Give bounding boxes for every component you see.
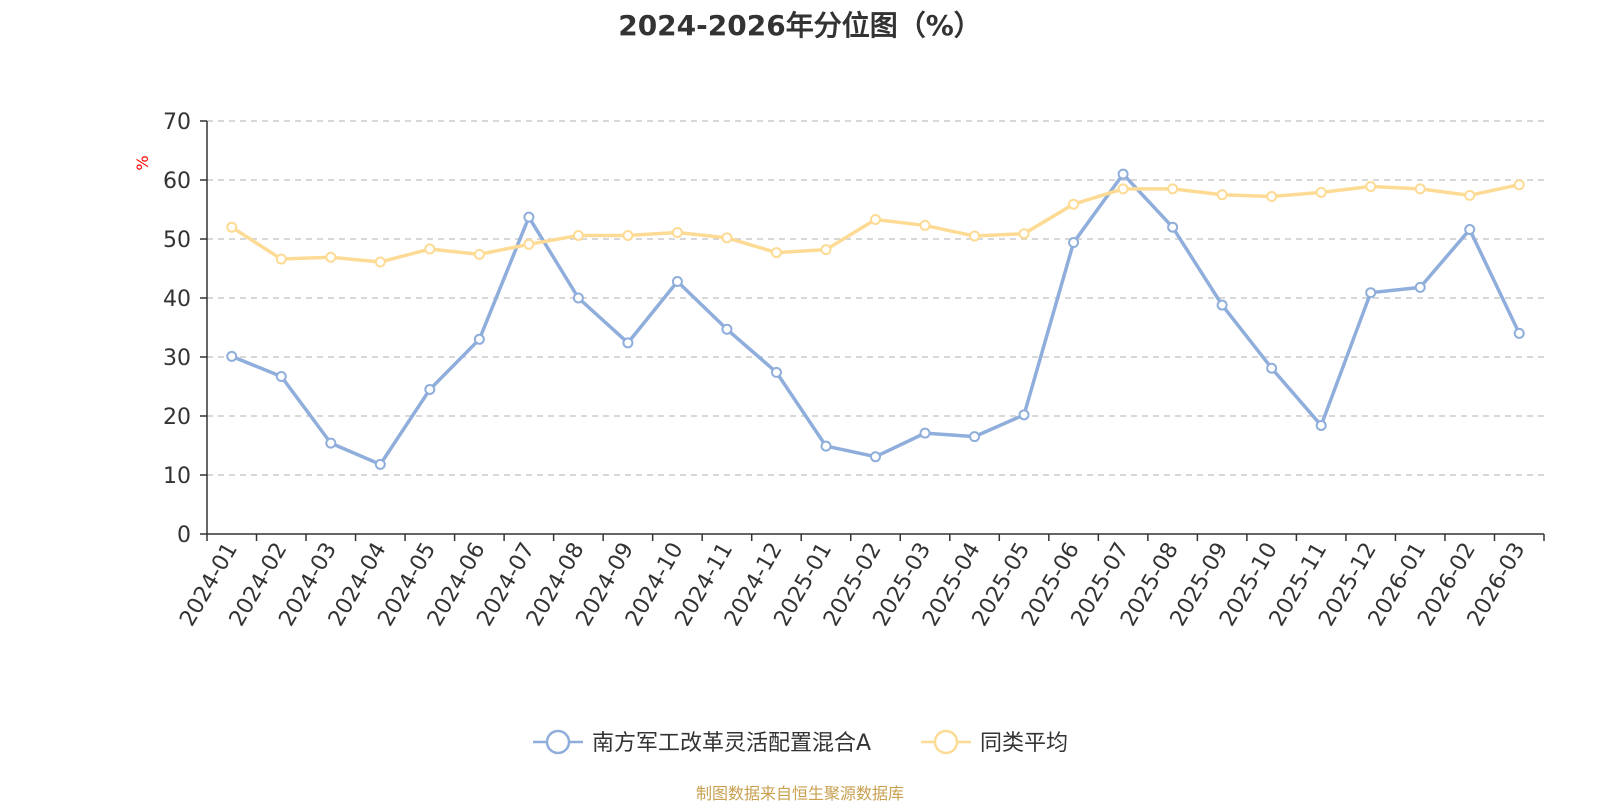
grid-lines <box>207 120 1544 476</box>
y-tick-label: 30 <box>163 346 191 371</box>
data-point <box>1414 183 1426 195</box>
data-point <box>572 229 584 241</box>
data-point <box>325 251 337 263</box>
data-point <box>1365 287 1377 299</box>
data-point <box>1464 189 1476 201</box>
y-tick-label: 70 <box>163 110 191 135</box>
series-lines <box>226 168 1525 470</box>
data-point <box>1315 419 1327 431</box>
y-axis-label: % <box>133 155 152 170</box>
data-point <box>671 275 683 287</box>
data-point <box>1068 198 1080 210</box>
legend-marker <box>933 729 959 755</box>
series-2 <box>226 179 1525 268</box>
data-point <box>275 370 287 382</box>
data-point <box>1414 281 1426 293</box>
data-point <box>325 437 337 449</box>
chart-title: 2024-2026年分位图（%） <box>618 9 982 42</box>
data-point <box>275 253 287 265</box>
data-point <box>473 248 485 260</box>
data-point <box>1513 179 1525 191</box>
data-point <box>1464 224 1476 236</box>
data-point <box>919 427 931 439</box>
data-point <box>523 238 535 250</box>
data-point <box>572 292 584 304</box>
data-point <box>424 383 436 395</box>
data-point <box>1068 237 1080 249</box>
data-point <box>1365 180 1377 192</box>
data-point <box>1315 186 1327 198</box>
y-tick-label: 20 <box>163 405 191 430</box>
data-point <box>870 451 881 463</box>
legend-label: 南方军工改革灵活配置混合A <box>592 731 871 756</box>
data-point <box>1018 409 1030 421</box>
y-tick-label: 60 <box>163 169 191 194</box>
y-tick-label: 50 <box>163 228 191 253</box>
data-point <box>721 232 733 244</box>
data-point <box>374 458 386 470</box>
data-point <box>770 366 782 378</box>
data-point <box>1216 299 1228 311</box>
series-1 <box>226 168 1525 470</box>
data-point <box>1513 327 1525 339</box>
data-point <box>870 214 881 226</box>
data-point <box>622 337 634 349</box>
axes: 010203040506070%2024-012024-022024-03202… <box>133 110 1545 631</box>
data-point <box>1216 189 1228 201</box>
data-point <box>721 323 733 335</box>
data-point <box>1167 221 1179 233</box>
data-point <box>820 244 832 256</box>
data-point <box>969 431 981 443</box>
data-point <box>1167 183 1179 195</box>
legend-label: 同类平均 <box>980 731 1068 756</box>
source-note: 制图数据来自恒生聚源数据库 <box>695 784 904 803</box>
data-point <box>424 243 436 255</box>
data-point <box>1018 228 1030 240</box>
data-point <box>523 211 535 223</box>
legend-item: 同类平均 <box>921 729 1068 756</box>
y-tick-label: 40 <box>163 287 191 312</box>
data-point <box>671 227 683 239</box>
data-point <box>919 219 931 231</box>
data-point <box>820 440 832 452</box>
legend: 南方军工改革灵活配置混合A 同类平均 <box>533 729 1068 756</box>
data-point <box>374 256 386 268</box>
y-tick-label: 10 <box>163 464 191 489</box>
data-point <box>226 350 238 362</box>
y-tick-label: 0 <box>177 523 191 548</box>
data-point <box>1266 362 1278 374</box>
data-point <box>1117 168 1129 180</box>
data-point <box>770 247 782 259</box>
data-point <box>1266 191 1278 203</box>
data-point <box>969 230 981 242</box>
legend-item: 南方军工改革灵活配置混合A <box>533 729 871 756</box>
data-point <box>622 229 634 241</box>
legend-marker <box>545 729 571 755</box>
data-point <box>226 221 238 233</box>
data-point <box>473 333 485 345</box>
data-point <box>1117 183 1129 195</box>
